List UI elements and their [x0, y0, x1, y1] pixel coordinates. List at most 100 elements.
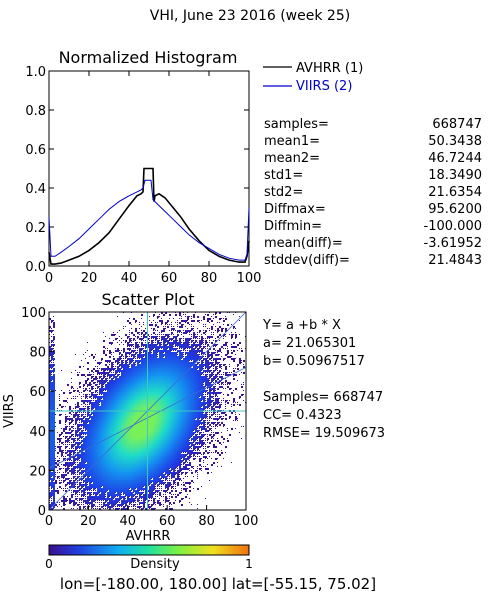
density-speck	[77, 462, 78, 463]
density-cell	[165, 366, 167, 368]
density-cell	[113, 454, 115, 456]
density-cell	[71, 470, 73, 472]
density-speck	[123, 358, 124, 359]
density-cell	[125, 442, 127, 444]
density-speck	[77, 436, 78, 437]
density-cell	[177, 482, 179, 484]
density-cell	[163, 336, 165, 338]
density-cell	[111, 458, 113, 460]
density-cell	[113, 500, 115, 502]
density-cell	[129, 400, 131, 402]
density-cell	[103, 484, 105, 486]
density-cell	[137, 440, 139, 442]
density-speck	[119, 360, 120, 361]
density-cell	[155, 456, 157, 458]
density-cell	[95, 458, 97, 460]
density-cell	[121, 420, 123, 422]
density-cell	[149, 362, 151, 364]
density-cell	[51, 460, 53, 462]
density-cell	[179, 440, 181, 442]
density-cell	[113, 374, 115, 376]
density-cell	[171, 444, 173, 446]
density-cell	[177, 444, 179, 446]
density-cell	[139, 460, 141, 462]
density-cell	[173, 466, 175, 468]
density-cell	[131, 380, 133, 382]
density-cell	[159, 396, 161, 398]
density-cell	[123, 482, 125, 484]
density-cell	[49, 438, 51, 440]
density-cell	[115, 418, 117, 420]
density-speck	[71, 382, 72, 383]
density-cell	[85, 428, 87, 430]
density-cell	[67, 418, 69, 420]
density-cell	[87, 430, 89, 432]
density-cell	[97, 440, 99, 442]
density-cell	[123, 430, 125, 432]
density-speck	[53, 508, 54, 509]
density-cell	[105, 498, 107, 500]
density-cell	[149, 348, 151, 350]
density-cell	[117, 368, 119, 370]
density-speck	[105, 506, 106, 507]
density-cell	[87, 452, 89, 454]
density-cell	[137, 458, 139, 460]
density-cell	[87, 472, 89, 474]
density-cell	[49, 378, 51, 380]
density-cell	[133, 498, 135, 500]
density-cell	[159, 366, 161, 368]
density-cell	[103, 340, 105, 342]
density-cell	[159, 420, 161, 422]
density-cell	[135, 366, 137, 368]
density-cell	[53, 392, 55, 394]
density-cell	[145, 424, 147, 426]
density-cell	[133, 434, 135, 436]
density-cell	[85, 456, 87, 458]
density-cell	[107, 396, 109, 398]
density-speck	[75, 408, 76, 409]
density-cell	[103, 496, 105, 498]
density-cell	[115, 438, 117, 440]
density-cell	[181, 400, 183, 402]
density-cell	[113, 486, 115, 488]
density-speck	[99, 394, 100, 395]
density-cell	[161, 466, 163, 468]
density-cell	[53, 378, 55, 380]
density-cell	[99, 416, 101, 418]
density-cell	[153, 382, 155, 384]
density-cell	[127, 466, 129, 468]
density-cell	[79, 442, 81, 444]
density-cell	[125, 360, 127, 362]
density-cell	[109, 430, 111, 432]
density-cell	[123, 468, 125, 470]
density-speck	[183, 314, 184, 315]
density-cell	[53, 400, 55, 402]
density-cell	[95, 476, 97, 478]
histogram-y-tick-label: 0.0	[25, 260, 46, 275]
density-cell	[145, 474, 147, 476]
density-cell	[107, 484, 109, 486]
density-cell	[79, 462, 81, 464]
density-cell	[113, 392, 115, 394]
density-cell	[175, 354, 177, 356]
density-cell	[161, 432, 163, 434]
density-cell	[135, 452, 137, 454]
density-cell	[169, 448, 171, 450]
density-cell	[157, 490, 159, 492]
density-cell	[75, 406, 77, 408]
density-cell	[141, 456, 143, 458]
density-cell	[69, 392, 71, 394]
density-cell	[177, 380, 179, 382]
density-cell	[177, 404, 179, 406]
density-cell	[85, 452, 87, 454]
density-cell	[149, 370, 151, 372]
density-speck	[169, 496, 170, 497]
density-cell	[159, 448, 161, 450]
density-cell	[143, 440, 145, 442]
density-cell	[79, 466, 81, 468]
density-cell	[95, 430, 97, 432]
density-cell	[135, 470, 137, 472]
density-cell	[135, 406, 137, 408]
density-cell	[111, 422, 113, 424]
density-cell	[111, 502, 113, 504]
